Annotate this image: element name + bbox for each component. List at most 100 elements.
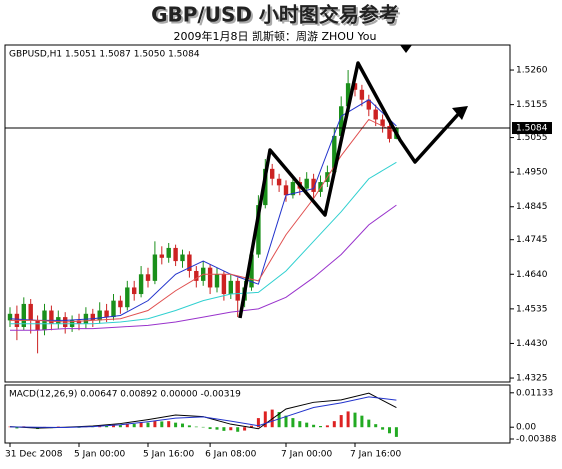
macd-bar	[263, 411, 267, 428]
y-tick-label: 1.4430	[516, 339, 548, 349]
chart-title: GBP/USD 小时图交易参考	[151, 3, 399, 27]
candle-body	[352, 83, 358, 90]
macd-bar	[339, 415, 343, 428]
macd-bar	[132, 423, 136, 428]
candle-body	[111, 300, 116, 318]
macd-bar	[236, 427, 240, 432]
candle-body	[76, 320, 82, 324]
x-tick-label: 31 Dec 2008	[5, 450, 63, 460]
macd-bar	[215, 427, 219, 430]
price-label: 1.5084	[516, 124, 548, 134]
moving-average	[10, 204, 397, 331]
candle-body	[359, 89, 365, 100]
legend: GBPUSD,H1 1.5051 1.5087 1.5050 1.5084	[9, 50, 200, 60]
macd-bar	[360, 415, 364, 428]
moving-average	[10, 161, 397, 325]
candle-body	[235, 280, 240, 301]
candle-body	[145, 274, 151, 281]
x-tick-label: 5 Jan 16:00	[143, 450, 195, 460]
candle-body	[214, 274, 220, 288]
macd-panel	[4, 384, 511, 444]
x-tick-label: 5 Jan 00:00	[74, 450, 126, 460]
macd-bar	[112, 424, 115, 428]
macd-bar	[250, 425, 253, 428]
y-tick-label: 1.4535	[516, 304, 548, 314]
macd-bar	[153, 420, 157, 428]
candle-body	[304, 178, 309, 189]
candle-body	[166, 247, 171, 258]
macd-bar	[277, 412, 281, 428]
macd-bar	[298, 421, 302, 428]
candle-body	[21, 303, 26, 327]
plot	[7, 70, 399, 437]
candle-body	[173, 247, 178, 262]
macd-bar	[353, 412, 357, 428]
y-tick-label: 1.4950	[516, 168, 548, 178]
macd-bar	[118, 425, 122, 428]
candle-body	[228, 280, 233, 295]
macd-bar	[160, 421, 164, 428]
candle-body	[283, 185, 289, 196]
candle-body	[132, 287, 137, 295]
candle-body	[366, 99, 371, 110]
macd-bar	[388, 427, 391, 434]
macd-y-tick-label: -0.00388	[516, 434, 557, 444]
candle-body	[345, 83, 351, 107]
macd-bar	[222, 427, 226, 431]
candle-body	[373, 109, 378, 120]
macd-bar	[56, 426, 60, 428]
candle-body	[221, 274, 227, 295]
macd-bar	[201, 426, 205, 428]
macd-bar	[367, 419, 371, 428]
candle-body	[339, 106, 344, 136]
candle-body	[332, 135, 337, 173]
macd-bar	[319, 425, 322, 428]
candle-body	[97, 310, 102, 321]
macd-bar	[139, 422, 143, 428]
macd-bar	[332, 421, 336, 428]
candle-body	[270, 168, 275, 179]
x-tick-label: 7 Jan 16:00	[350, 450, 402, 460]
macd-bar	[381, 427, 385, 430]
candle-body	[290, 182, 296, 196]
annotation-arrow	[452, 106, 468, 120]
candle-body	[380, 119, 385, 127]
y-tick-label: 1.4745	[516, 235, 548, 245]
candle-body	[49, 310, 54, 324]
macd-bar	[312, 424, 316, 428]
candle-body	[256, 205, 261, 255]
candle-body	[263, 168, 268, 206]
candle-body	[90, 313, 95, 321]
annotation-zigzag	[238, 61, 464, 319]
candle-body	[249, 254, 254, 288]
candle-body	[28, 303, 33, 321]
price-label-box	[512, 122, 552, 135]
macd-bar	[305, 422, 309, 428]
macd-y-tick-label: 0.00	[516, 423, 536, 433]
candle-body	[207, 267, 213, 288]
macd-bar	[374, 424, 378, 428]
macd-bar	[181, 423, 184, 428]
macd-line	[9, 396, 397, 429]
macd-legend: MACD(12,26,9) 0.00647 0.00892 0.00000 -0…	[9, 390, 241, 400]
candle-body	[7, 313, 13, 321]
macd-bar	[167, 421, 171, 428]
macd-bar	[291, 418, 295, 428]
macd-bar	[208, 427, 212, 430]
macd-bar	[105, 425, 109, 428]
macd-bar	[15, 427, 19, 429]
candle-body	[187, 254, 192, 271]
candle-body	[180, 254, 185, 262]
annotation-marker	[400, 45, 412, 53]
macd-bar	[346, 411, 350, 428]
candle-body	[276, 178, 282, 186]
macd-bar	[194, 426, 198, 428]
macd-bar	[243, 427, 247, 431]
x-tick-label: 7 Jan 00:00	[281, 450, 333, 460]
candle-body	[152, 254, 158, 281]
y-tick-label: 1.5155	[516, 100, 548, 110]
macd-bar	[394, 427, 398, 437]
candle-body	[387, 126, 392, 139]
